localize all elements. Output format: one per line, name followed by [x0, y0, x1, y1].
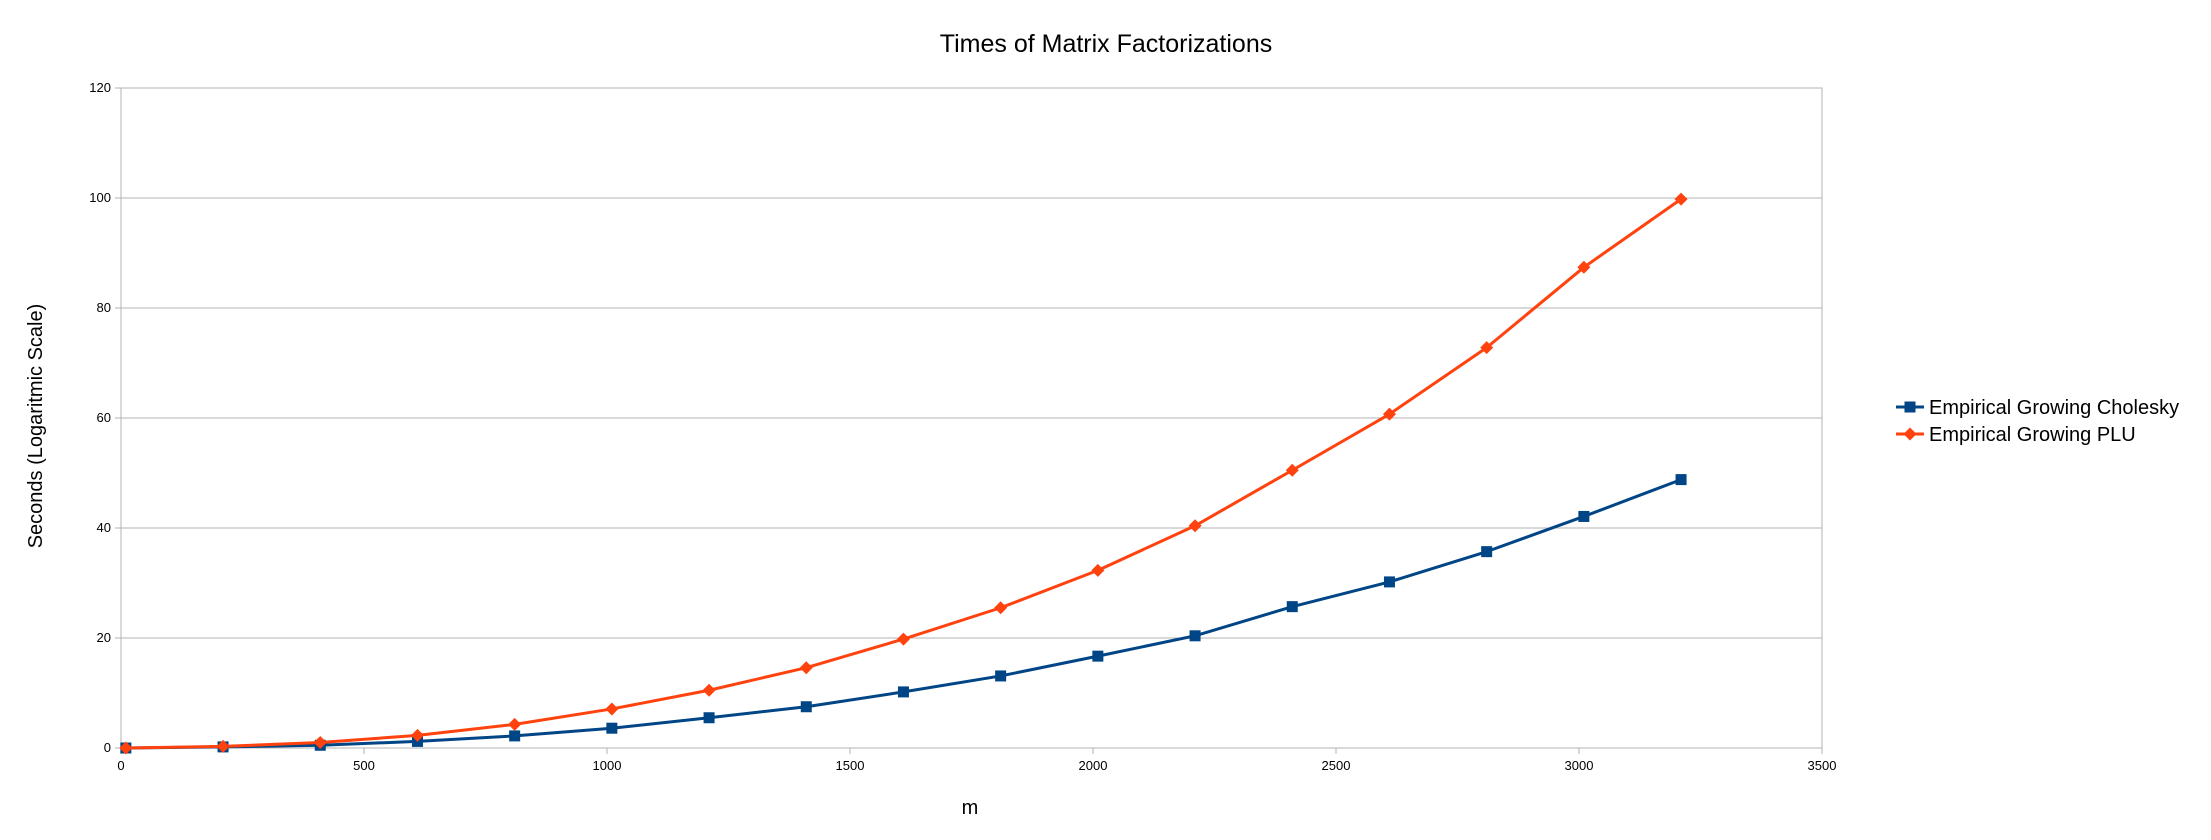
x-tick-label: 500: [353, 758, 375, 773]
y-tick-label: 80: [97, 300, 111, 315]
legend: Empirical Growing Cholesky Empirical Grow…: [1896, 397, 2179, 446]
chart-title: Times of Matrix Factorizations: [940, 30, 1272, 58]
x-tick-label: 1500: [836, 758, 865, 773]
y-tick-label: 120: [89, 80, 111, 95]
x-tick-label: 0: [117, 758, 124, 773]
data-point: [800, 701, 812, 713]
x-tick-label: 3500: [1808, 758, 1837, 773]
data-point: [1382, 407, 1396, 421]
x-axis-ticks: 0 500 1000 1500 2000 2500 3000 3500: [117, 748, 1836, 773]
legend-label: Empirical Growing Cholesky: [1929, 397, 2179, 419]
legend-marker: [1904, 401, 1916, 413]
y-tick-label: 60: [97, 410, 111, 425]
x-tick-label: 2000: [1079, 758, 1108, 773]
data-point: [509, 730, 521, 742]
series-plu: [119, 192, 1688, 755]
data-point: [313, 736, 327, 749]
data-point: [1188, 519, 1202, 533]
x-tick-label: 1000: [593, 758, 622, 773]
y-axis-ticks: 0 20 40 60 80 100 120: [89, 80, 121, 755]
series-layer: [119, 192, 1688, 755]
series-line: [125, 478, 1682, 750]
legend-marker: [1903, 427, 1917, 441]
data-point: [1578, 510, 1590, 522]
data-point: [1091, 563, 1105, 577]
data-point: [702, 683, 716, 697]
data-point: [995, 670, 1007, 682]
data-point: [1189, 630, 1201, 642]
data-point: [1285, 463, 1299, 477]
data-point: [703, 712, 715, 724]
y-tick-label: 0: [104, 740, 111, 755]
data-point: [897, 686, 909, 698]
series-cholesky: [120, 474, 1687, 754]
data-point: [799, 661, 813, 675]
data-point: [1092, 650, 1104, 662]
data-point: [410, 728, 424, 742]
data-point: [1675, 474, 1687, 486]
data-point: [216, 739, 230, 753]
data-point: [1286, 601, 1298, 613]
data-point: [508, 717, 522, 731]
data-point: [1481, 546, 1493, 558]
data-point: [896, 632, 910, 646]
data-point: [606, 722, 618, 734]
series-line: [125, 197, 1682, 750]
data-point: [1480, 341, 1494, 355]
legend-label: Empirical Growing PLU: [1929, 424, 2136, 446]
data-point: [1383, 576, 1395, 588]
x-tick-label: 3000: [1565, 758, 1594, 773]
data-point: [1674, 192, 1688, 206]
x-tick-label: 2500: [1322, 758, 1351, 773]
legend-item: Empirical Growing Cholesky: [1896, 397, 2179, 419]
y-tick-label: 100: [89, 190, 111, 205]
y-tick-label: 20: [97, 630, 111, 645]
gridlines: [121, 87, 1822, 749]
data-point: [605, 702, 619, 716]
y-axis-label: Seconds (Logaritmic Scale): [25, 304, 47, 549]
x-axis-label: m: [962, 797, 979, 819]
y-tick-label: 40: [97, 520, 111, 535]
data-point: [994, 601, 1008, 615]
data-point: [119, 741, 133, 755]
data-point: [1577, 260, 1591, 274]
legend-item: Empirical Growing PLU: [1896, 424, 2136, 446]
